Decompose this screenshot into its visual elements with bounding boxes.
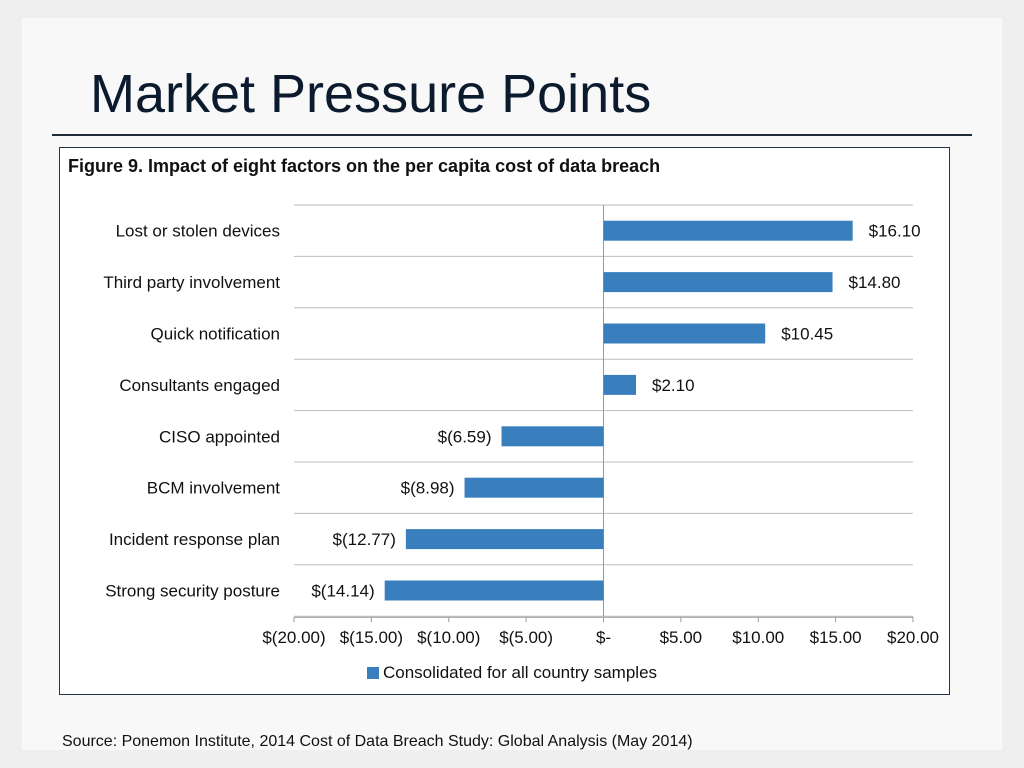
x-tick-label: $15.00: [810, 628, 862, 647]
category-label: BCM involvement: [147, 479, 280, 498]
category-label: Incident response plan: [109, 530, 280, 549]
bar: [603, 374, 636, 395]
bar: [384, 580, 604, 601]
category-label: Third party involvement: [103, 273, 280, 292]
bar-chart: Lost or stolen devices $16.10 Third party …: [103, 204, 939, 682]
bar: [603, 220, 853, 241]
data-label: $14.80: [849, 273, 901, 292]
data-label: $(14.14): [311, 582, 374, 601]
x-tick-label: $20.00: [887, 628, 939, 647]
category-label: CISO appointed: [159, 427, 280, 446]
x-tick-label: $-: [596, 628, 611, 647]
category-label: Strong security posture: [105, 582, 280, 601]
source-note: Source: Ponemon Institute, 2014 Cost of …: [62, 733, 693, 750]
category-label: Quick notification: [151, 325, 280, 344]
data-label: $(12.77): [333, 530, 396, 549]
data-label: $10.45: [781, 325, 833, 344]
bar: [405, 529, 604, 550]
data-label: $(6.59): [438, 427, 492, 446]
category-label: Lost or stolen devices: [116, 222, 280, 241]
x-tick-label: $(20.00): [262, 628, 325, 647]
x-tick-label: $(15.00): [340, 628, 403, 647]
data-label: $16.10: [869, 222, 921, 241]
slide-title: Market Pressure Points: [90, 64, 652, 124]
chart-title: Figure 9. Impact of eight factors on the…: [68, 156, 661, 176]
figure-panel: Figure 9. Impact of eight factors on the…: [59, 147, 950, 695]
bar: [464, 477, 604, 498]
legend-swatch: [367, 667, 379, 679]
bar: [603, 323, 766, 344]
data-label: $(8.98): [401, 479, 455, 498]
bar: [603, 272, 833, 293]
category-label: Consultants engaged: [119, 376, 280, 395]
x-tick-label: $5.00: [660, 628, 703, 647]
title-divider: [52, 134, 972, 136]
data-label: $2.10: [652, 376, 695, 395]
x-tick-label: $10.00: [732, 628, 784, 647]
x-tick-label: $(5.00): [499, 628, 553, 647]
x-tick-label: $(10.00): [417, 628, 480, 647]
legend-label: Consolidated for all country samples: [383, 663, 657, 682]
bar: [501, 426, 604, 447]
